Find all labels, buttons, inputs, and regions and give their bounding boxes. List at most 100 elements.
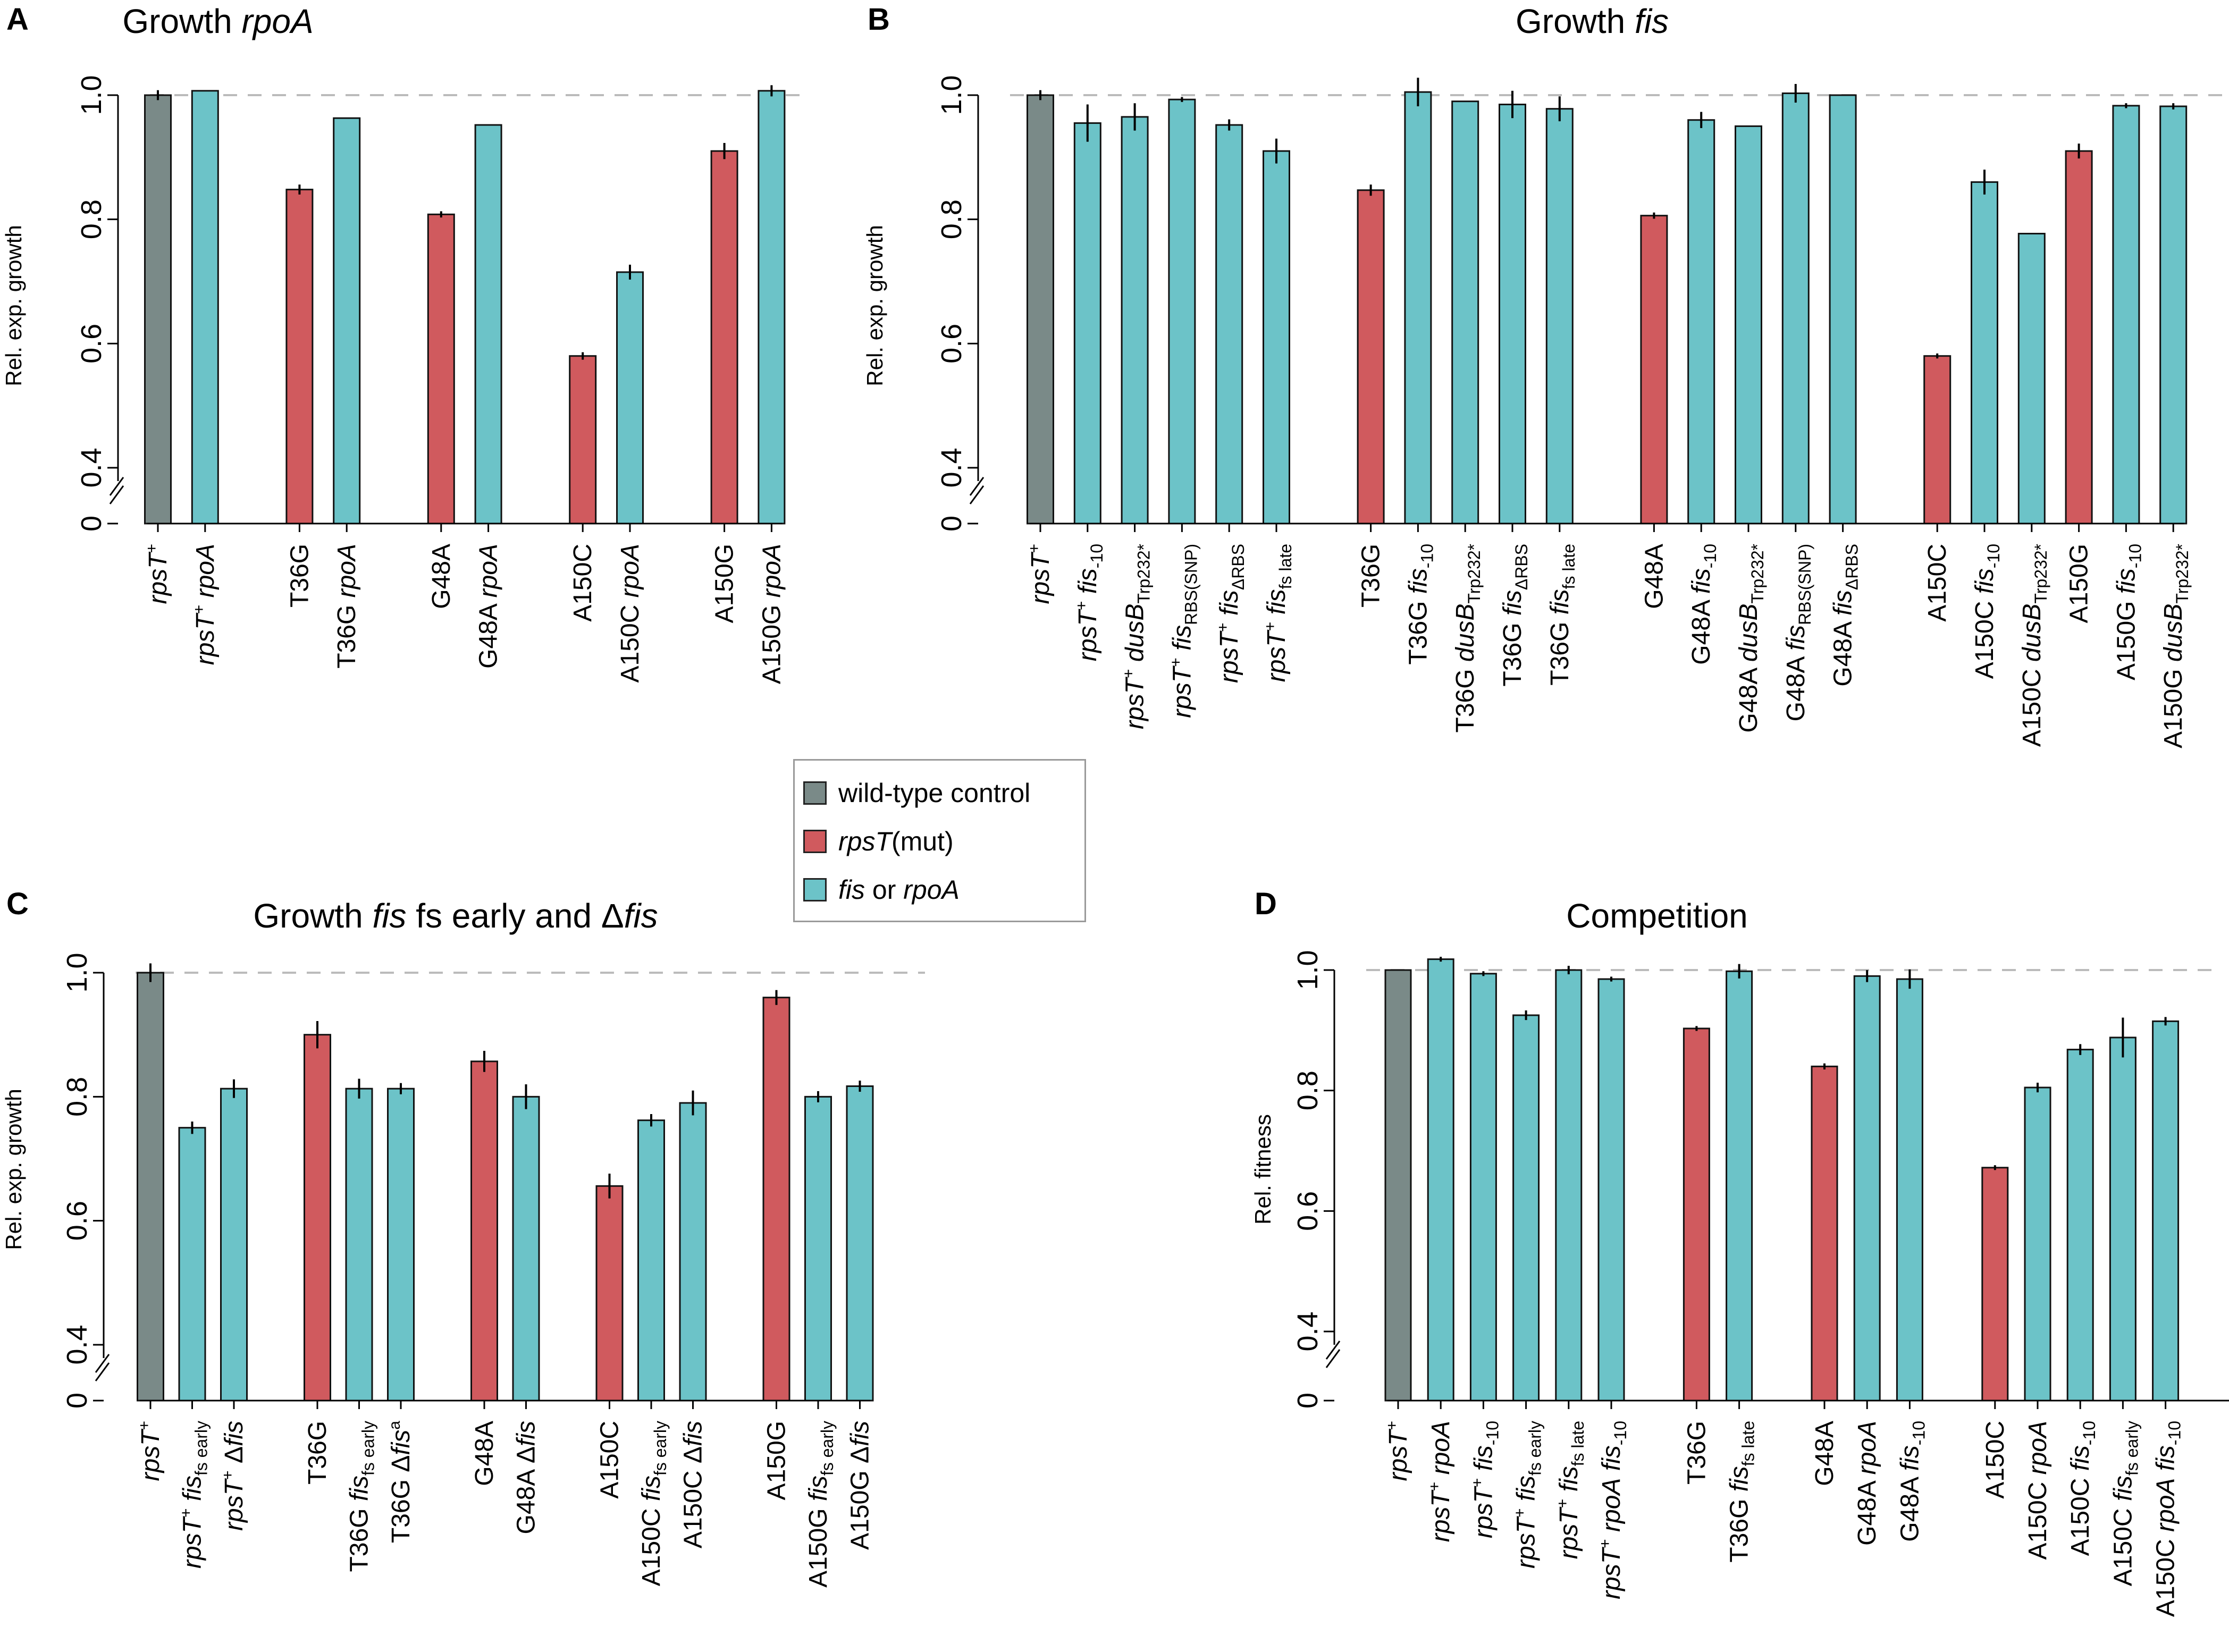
legend-swatch-wt: [803, 781, 827, 805]
x-tick-label: T36G fisfs late: [1546, 544, 1578, 686]
x-tick-label: A150C: [596, 1421, 624, 1499]
x-tick-label: rpsT+ rpoA: [1426, 1421, 1455, 1542]
x-tick-label: A150G: [711, 544, 739, 623]
axis-break-mark: [95, 1362, 110, 1381]
bar: [758, 90, 786, 525]
y-axis-label: Rel. fitness: [1250, 1114, 1275, 1225]
bar: [285, 189, 314, 525]
x-tick-label: rpsT+ rpoA: [190, 544, 220, 665]
x-tick-label: G48A fis-10: [1896, 1421, 1928, 1542]
bar: [2065, 150, 2093, 525]
x-tick-label: A150C fis-10: [2066, 1421, 2099, 1556]
bar: [1896, 978, 1923, 1402]
x-tick-label: G48A fisΔRBS: [1829, 544, 1862, 687]
bar: [1687, 119, 1715, 525]
x-tick-label: G48A: [470, 1421, 499, 1486]
bar: [1168, 98, 1196, 525]
y-axis-label: Rel. exp. growth: [1, 225, 26, 386]
panel-D: D Competition Rel. fitness 1.0 0.8 0.6 0.4 0 rps…: [1250, 887, 2229, 1617]
bar: [569, 355, 597, 525]
x-tick-label: A150C dusBTrp232*: [2018, 544, 2050, 747]
legend-label-fix: fis or rpoA: [838, 875, 960, 905]
bar: [512, 1095, 540, 1402]
bar: [2017, 233, 2046, 525]
y-tick-label-zero: 0: [936, 516, 968, 532]
legend: wild-type control rpsT(mut) fis or rpoA: [793, 759, 1086, 922]
bar: [2152, 1020, 2180, 1402]
bar: [1640, 215, 1668, 525]
x-tick-label: A150C rpoA fis-10: [2152, 1421, 2184, 1617]
bar: [1981, 1167, 2009, 1402]
x-tick-label: G48A rpoA: [1853, 1421, 1881, 1546]
x-tick-label: T36G: [1357, 544, 1385, 608]
y-tick-label: 0.4: [75, 448, 107, 487]
panel-title: Competition: [1566, 897, 1748, 935]
x-tick-label: rpsT+ fisΔRBS: [1214, 544, 1248, 683]
legend-swatch-mut: [803, 830, 827, 853]
x-tick-label: G48A Δfis: [512, 1421, 541, 1535]
legend-label-mut: rpsT(mut): [838, 827, 954, 856]
bar: [1726, 970, 1753, 1402]
bar: [1735, 125, 1762, 525]
x-tick-label: G48A fisRBS(SNP): [1782, 544, 1814, 721]
panel-letter: B: [868, 2, 890, 37]
x-tick-label: rpsT+ rpoA fis-10: [1596, 1421, 1630, 1599]
bar: [2024, 1086, 2051, 1402]
axis-break-mark: [109, 477, 124, 496]
panel-title: Growth fis fs early and Δfis: [253, 897, 658, 935]
y-tick-label: 0.6: [75, 324, 107, 364]
legend-item-fix: fis or rpoA: [803, 871, 960, 908]
x-tick-label: T36G fis-10: [1404, 544, 1436, 665]
y-tick-label: 0.8: [75, 199, 107, 239]
x-tick-label: G48A: [427, 544, 456, 609]
bar: [1971, 181, 1998, 525]
bar: [2112, 105, 2140, 525]
x-tick-label: rpsT+ fis-10: [1073, 544, 1106, 661]
panel-C: C Growth fis fs early and Δfis Rel. exp. g…: [1, 887, 925, 1588]
x-tick-label: T36G: [1683, 1421, 1711, 1485]
x-tick-label: A150C rpoA: [2024, 1421, 2052, 1560]
y-tick-label: 0.6: [936, 324, 968, 364]
bar: [220, 1088, 248, 1402]
legend-item-mut: rpsT(mut): [803, 823, 954, 860]
bar: [595, 1185, 624, 1402]
x-tick-label: T36G dusBTrp232*: [1451, 544, 1484, 732]
bar: [1215, 124, 1243, 525]
axis-break-mark: [1325, 1349, 1341, 1368]
y-tick-label: 0.4: [936, 448, 968, 487]
y-tick-label-zero: 0: [1292, 1393, 1324, 1409]
y-tick-label: 0.8: [936, 199, 968, 239]
x-tick-label: T36G fisΔRBS: [1499, 544, 1531, 687]
y-tick-label-zero: 0: [75, 516, 107, 532]
panel-title: Growth rpoA: [122, 2, 313, 40]
x-tick-label: rpsT+ fisfs late: [1261, 544, 1295, 682]
panel-letter: A: [6, 2, 29, 37]
bar: [387, 1088, 415, 1402]
panel-title: Growth fis: [1516, 2, 1669, 40]
x-tick-label: rpsT+: [1383, 1421, 1412, 1481]
bar: [679, 1102, 707, 1402]
x-tick-label: rpsT+ dusBTrp232*: [1120, 544, 1154, 729]
x-tick-label: G48A dusBTrp232*: [1735, 544, 1767, 733]
bar: [637, 1119, 665, 1402]
bar: [178, 1127, 206, 1402]
x-tick-label: A150G rpoA: [758, 544, 786, 684]
x-tick-label: G48A: [1811, 1421, 1839, 1486]
y-axis-label: Rel. exp. growth: [862, 225, 887, 386]
y-axis-label: Rel. exp. growth: [1, 1089, 26, 1250]
bar: [1781, 92, 1810, 525]
axis-break-mark: [95, 1354, 110, 1373]
x-tick-label: A150C: [1923, 544, 1952, 622]
y-tick-label: 1.0: [936, 75, 968, 115]
bar: [1027, 94, 1054, 525]
x-tick-label: A150C: [1981, 1421, 2009, 1499]
bar: [333, 117, 361, 525]
y-tick-label: 0.4: [1292, 1311, 1324, 1351]
bar: [2159, 105, 2188, 525]
x-tick-label: A150G Δfis: [846, 1421, 874, 1550]
x-tick-label: A150C fisfs early: [2109, 1421, 2141, 1586]
bar: [2109, 1036, 2137, 1402]
axis-break-mark: [969, 485, 985, 504]
bar: [470, 1060, 498, 1402]
bar: [710, 150, 738, 525]
